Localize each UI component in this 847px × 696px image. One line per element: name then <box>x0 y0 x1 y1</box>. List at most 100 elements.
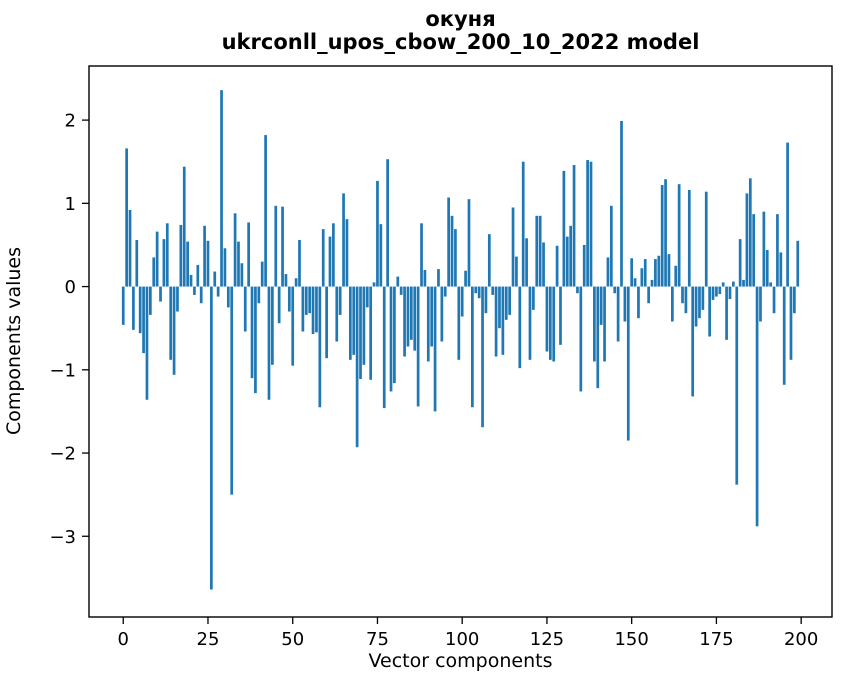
y-tick-label: −2 <box>49 444 76 465</box>
bar <box>159 286 162 302</box>
bar <box>623 286 627 322</box>
bar <box>616 286 620 342</box>
chart-title: окуня <box>425 7 496 31</box>
bar <box>508 286 511 315</box>
bar <box>738 239 742 287</box>
bar <box>532 286 535 310</box>
bar <box>281 206 284 287</box>
bar <box>633 278 637 287</box>
bar <box>138 286 142 334</box>
bar <box>365 286 369 308</box>
bar <box>481 286 484 428</box>
bar <box>396 276 400 287</box>
bar <box>345 219 349 287</box>
bar <box>491 286 495 295</box>
chart-title-block: окуня ukrconll_upos_cbow_200_10_2022 mod… <box>89 8 832 54</box>
bar <box>494 286 498 357</box>
bar <box>640 268 644 287</box>
bar <box>450 215 454 287</box>
bar <box>643 259 647 287</box>
bar <box>562 170 566 287</box>
bar <box>440 286 444 342</box>
bar <box>515 256 518 287</box>
bar <box>691 286 695 397</box>
bar <box>498 286 501 329</box>
bar <box>796 240 800 287</box>
bar <box>264 135 267 287</box>
bar <box>559 286 562 345</box>
bar <box>443 286 447 297</box>
bar <box>433 286 437 412</box>
bar <box>464 270 467 287</box>
bar <box>755 286 759 527</box>
bar <box>654 259 657 287</box>
bar <box>287 286 291 312</box>
x-tick-label: 0 <box>118 629 129 650</box>
bar <box>593 286 596 362</box>
bar <box>382 286 386 409</box>
bar <box>572 165 576 287</box>
bar <box>145 286 149 400</box>
bar <box>230 286 234 495</box>
y-tick-label: 0 <box>65 277 76 298</box>
bar <box>199 286 203 304</box>
bar <box>121 286 125 325</box>
bar <box>772 286 776 314</box>
bar <box>237 241 240 287</box>
bar <box>782 286 786 385</box>
bar <box>189 274 193 287</box>
bar <box>742 279 745 287</box>
bar <box>298 239 301 287</box>
bar <box>284 274 288 287</box>
bar <box>735 286 739 485</box>
bar <box>257 286 261 304</box>
bar <box>687 190 691 287</box>
bar <box>582 244 586 287</box>
bar <box>528 286 532 360</box>
x-tick-label: 150 <box>614 629 648 650</box>
x-tick-label: 50 <box>281 629 304 650</box>
bar <box>752 214 756 287</box>
bar <box>548 286 552 360</box>
bar <box>304 286 308 315</box>
bar <box>210 286 213 590</box>
bar <box>325 286 328 359</box>
bar <box>606 257 610 287</box>
bar <box>379 224 383 287</box>
bar <box>220 90 223 287</box>
bar <box>176 286 179 312</box>
x-tick-label: 200 <box>784 629 818 650</box>
bar <box>267 286 271 400</box>
bar <box>369 286 373 380</box>
bar <box>328 236 332 287</box>
bar <box>135 239 139 287</box>
x-axis-label: Vector components <box>368 650 553 672</box>
bar <box>308 286 312 314</box>
bar <box>352 286 356 355</box>
bar <box>542 242 545 287</box>
bar <box>769 282 772 287</box>
bar <box>460 286 464 317</box>
bar <box>776 214 779 287</box>
bar <box>318 286 322 408</box>
bar <box>233 213 237 287</box>
bar <box>525 238 528 287</box>
bar <box>315 286 318 333</box>
bar <box>650 279 654 287</box>
bar <box>321 229 325 287</box>
y-tick-label: 2 <box>65 111 76 132</box>
bar <box>793 286 796 314</box>
bar <box>704 191 708 287</box>
bar <box>362 286 366 365</box>
bar <box>701 286 705 310</box>
bar <box>698 286 701 319</box>
bar <box>613 286 617 294</box>
bar <box>762 211 766 287</box>
bar <box>667 254 671 287</box>
bar <box>206 240 210 287</box>
bar <box>426 286 430 362</box>
bar <box>152 257 156 287</box>
bar <box>165 223 169 287</box>
bar <box>603 286 606 362</box>
